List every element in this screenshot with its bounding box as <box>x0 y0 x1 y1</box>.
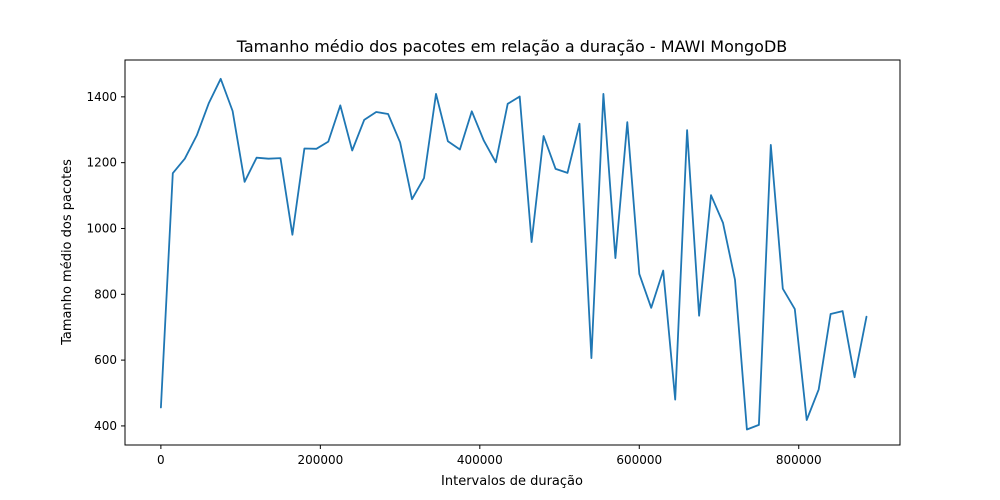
y-tick-label: 400 <box>94 419 117 433</box>
y-tick-label: 600 <box>94 353 117 367</box>
plot-frame <box>124 59 901 446</box>
y-tick-label: 800 <box>94 287 117 301</box>
y-tick-label: 1200 <box>86 156 117 170</box>
x-tick-label: 0 <box>157 453 165 467</box>
x-axis-label: Intervalos de duração <box>441 474 583 489</box>
x-tick-label: 600000 <box>616 453 662 467</box>
x-tick-label: 400000 <box>457 453 503 467</box>
chart-title: Tamanho médio dos pacotes em relação a d… <box>236 37 788 56</box>
x-tick-label: 200000 <box>297 453 343 467</box>
x-tick-label: 800000 <box>776 453 822 467</box>
x-axis-ticks: 0 200000 400000 600000 800000 <box>157 445 822 467</box>
plot-area: 0 200000 400000 600000 800000 400 600 800 1000 1… <box>86 59 901 467</box>
y-tick-label: 1400 <box>86 90 117 104</box>
series-line <box>160 77 868 431</box>
y-axis-label: Tamanho médio dos pacotes <box>60 159 75 346</box>
y-axis-ticks: 400 600 800 1000 1200 1400 <box>86 90 125 433</box>
y-tick-label: 1000 <box>86 221 117 235</box>
